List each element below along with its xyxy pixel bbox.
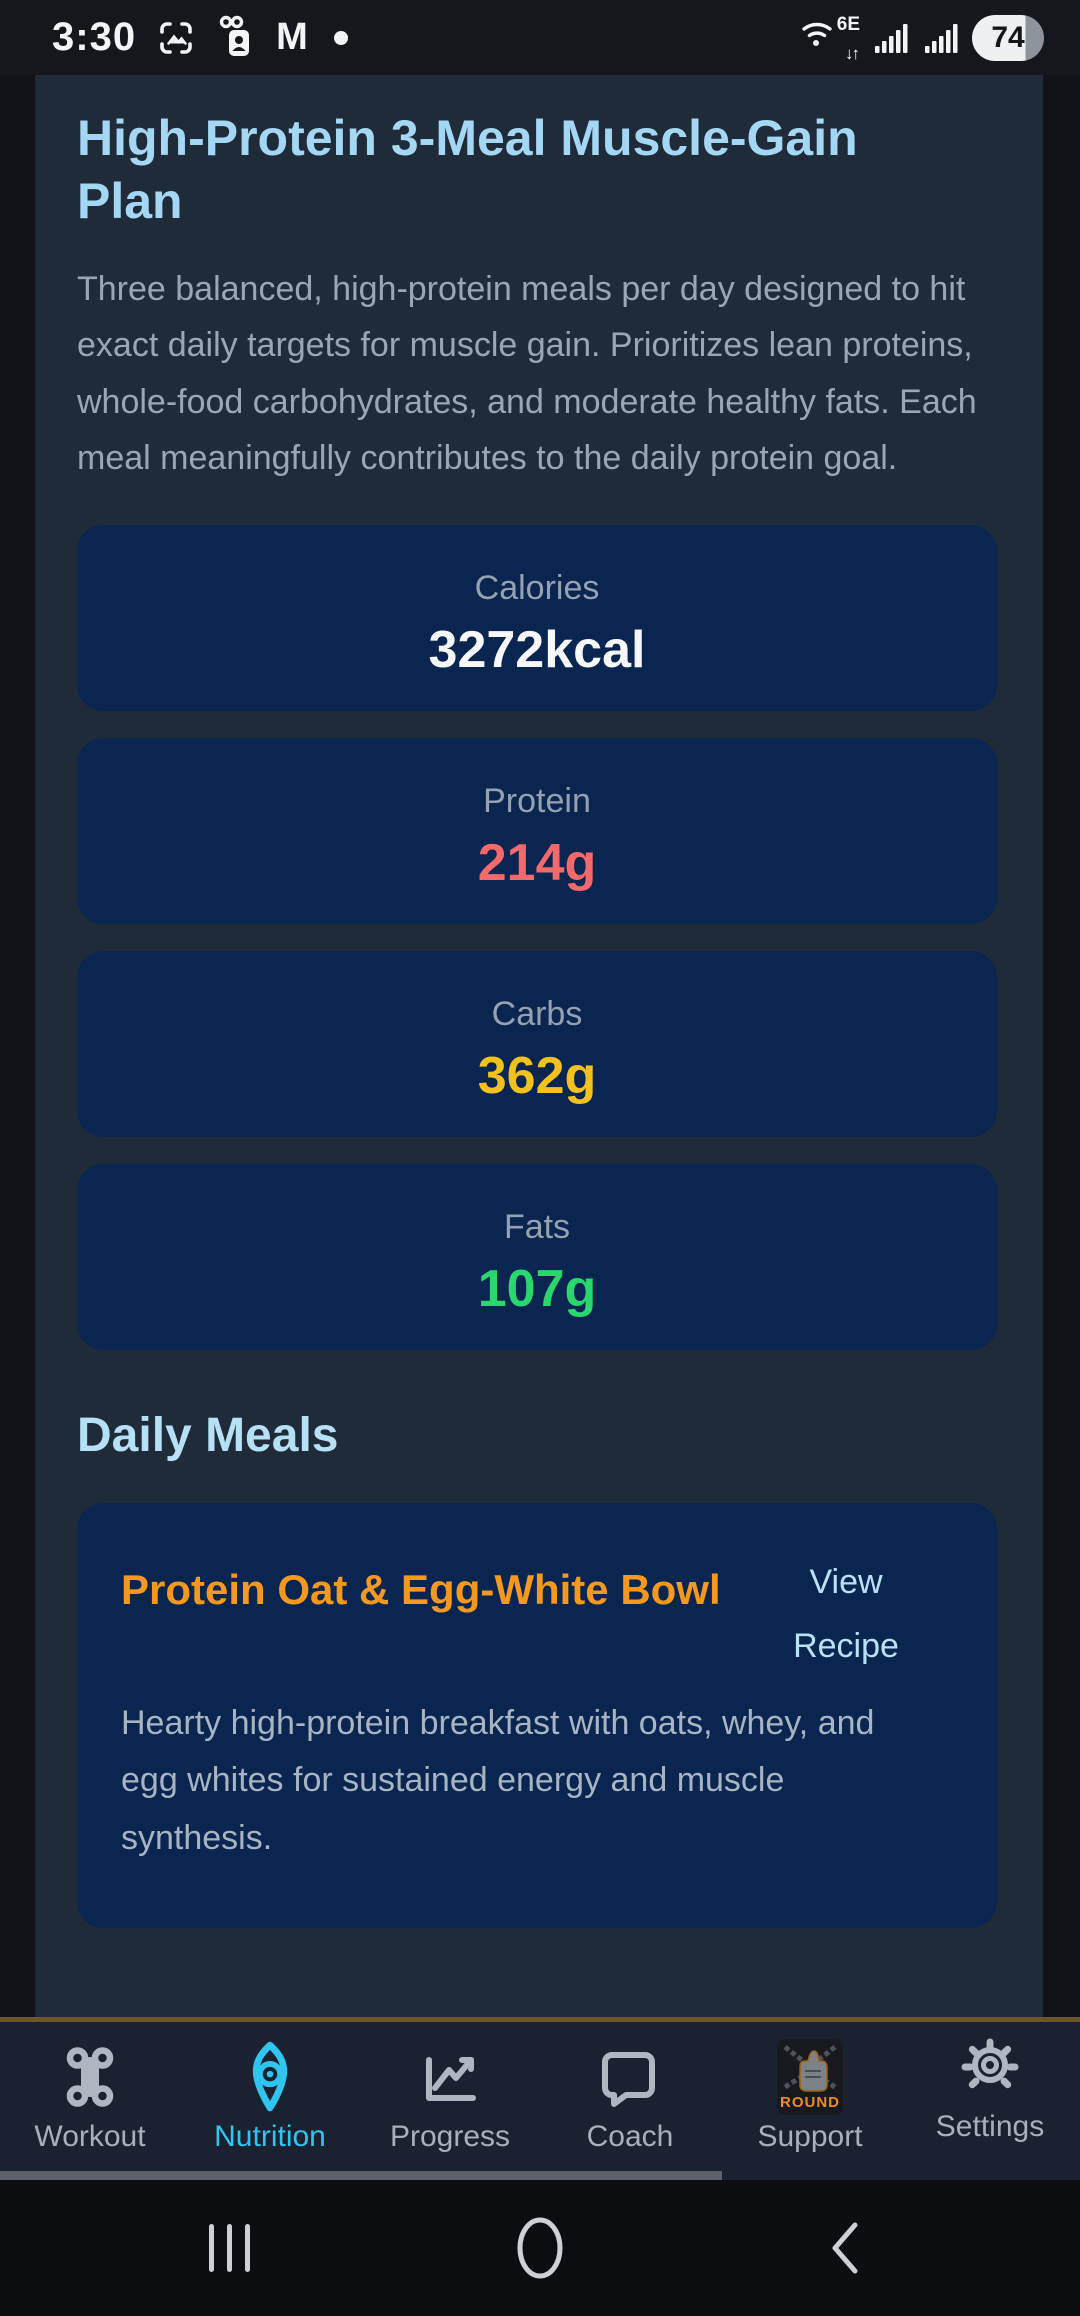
nav-item-workout[interactable]: Workout bbox=[2, 2022, 178, 2180]
nav-item-settings[interactable]: Settings bbox=[902, 2012, 1078, 2170]
stat-card-carbs: Carbs 362g bbox=[77, 950, 997, 1137]
nav-scroll-indicator[interactable] bbox=[0, 2171, 722, 2180]
stat-label: Carbs bbox=[491, 994, 583, 1033]
gmail-icon: M bbox=[276, 16, 308, 58]
nav-item-nutrition[interactable]: Nutrition bbox=[182, 2022, 358, 2180]
sim-card-icon bbox=[216, 15, 256, 61]
meal-title: Protein Oat & Egg-White Bowl bbox=[121, 1565, 721, 1613]
status-bar: 3:30 M bbox=[0, 0, 1080, 75]
meal-description: Hearty high-protein breakfast with oats,… bbox=[121, 1703, 875, 1858]
status-left-cluster: 3:30 M bbox=[52, 15, 348, 61]
nav-item-progress[interactable]: Progress bbox=[362, 2022, 538, 2180]
nutrition-pin-icon bbox=[241, 2041, 299, 2112]
app-content-scroll-area[interactable]: High-Protein 3-Meal Muscle-Gain Plan Thr… bbox=[35, 75, 1043, 2017]
nav-label: Workout bbox=[34, 2120, 146, 2153]
line-chart-icon bbox=[419, 2044, 481, 2110]
gear-icon bbox=[958, 2034, 1022, 2100]
nav-label: Progress bbox=[389, 2120, 511, 2153]
notification-dot-icon bbox=[333, 30, 348, 45]
screenshot-icon bbox=[156, 18, 196, 58]
page-title: High-Protein 3-Meal Muscle-Gain Plan bbox=[77, 110, 858, 229]
stat-value: 214g bbox=[477, 833, 597, 892]
nav-label: Support bbox=[757, 2120, 863, 2153]
home-button[interactable] bbox=[490, 2180, 590, 2316]
stat-card-fats: Fats 107g bbox=[77, 1163, 997, 1350]
status-right-cluster: 6E ↓↑ 74 bbox=[800, 14, 1044, 63]
meal-card: Protein Oat & Egg-White Bowl View Recipe… bbox=[77, 1502, 997, 1928]
dumbbell-icon bbox=[60, 2044, 120, 2110]
signal-icon-2 bbox=[922, 20, 958, 56]
page-description: Three balanced, high-protein meals per d… bbox=[77, 270, 977, 478]
speech-bubble-icon bbox=[599, 2044, 661, 2110]
recents-button[interactable] bbox=[180, 2180, 280, 2316]
clock: 3:30 bbox=[52, 15, 137, 59]
back-button[interactable] bbox=[795, 2180, 895, 2316]
round-logo: ROUND bbox=[777, 2039, 843, 2115]
daily-meals-heading: Daily Meals bbox=[77, 1408, 339, 1462]
stat-card-calories: Calories 3272kcal bbox=[77, 524, 997, 711]
nav-label: Coach bbox=[586, 2120, 674, 2153]
stat-label: Fats bbox=[503, 1207, 571, 1246]
nav-label: Settings bbox=[935, 2110, 1045, 2143]
stat-value: 362g bbox=[477, 1046, 597, 1105]
stat-label: Protein bbox=[483, 781, 591, 820]
stat-label: Calories bbox=[474, 568, 600, 607]
nav-item-coach[interactable]: Coach bbox=[542, 2022, 718, 2180]
nav-label: Nutrition bbox=[214, 2120, 326, 2153]
stat-value: 107g bbox=[477, 1259, 597, 1318]
round-logo-text: ROUND bbox=[780, 2094, 840, 2111]
battery-indicator: 74 bbox=[972, 14, 1044, 61]
android-navigation-bar bbox=[0, 2180, 1080, 2316]
view-recipe-button[interactable]: View Recipe bbox=[771, 1551, 921, 1679]
meal-card-header: Protein Oat & Egg-White Bowl View Recipe bbox=[121, 1551, 961, 1679]
bottom-nav: Workout Nutrition Progress bbox=[0, 2017, 1080, 2180]
stat-card-protein: Protein 214g bbox=[77, 737, 997, 924]
wifi-6e-icon: 6E ↓↑ bbox=[800, 14, 860, 63]
nav-item-support[interactable]: ROUND Support bbox=[722, 2022, 898, 2180]
macro-stats: Calories 3272kcal Protein 214g Carbs 362… bbox=[77, 524, 1001, 1350]
signal-icon bbox=[872, 20, 908, 56]
stat-value: 3272kcal bbox=[428, 620, 646, 679]
